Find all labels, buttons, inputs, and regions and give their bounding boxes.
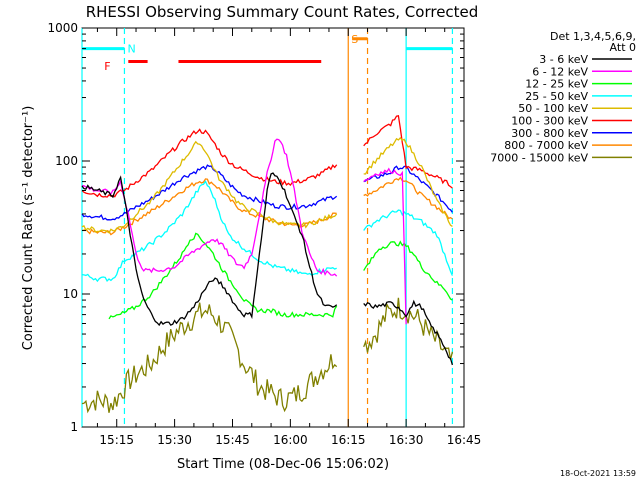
series-line-2 — [81, 138, 407, 325]
x-axis-label: Start Time (08-Dec-06 15:06:02) — [177, 457, 389, 472]
y-tick-label: 1 — [70, 420, 78, 434]
legend-label: 3 - 6 keV — [539, 53, 588, 66]
observing-flag-label: S — [351, 33, 358, 46]
y-axis-label: Corrected Count Rate (s⁻¹ detector⁻¹) — [21, 106, 36, 351]
legend-header-line-2: Att 0 — [610, 41, 636, 54]
y-tick-label: 100 — [55, 154, 78, 168]
series-line-7 — [81, 164, 453, 221]
series-line-5 — [81, 136, 453, 234]
y-tick-label: 10 — [63, 287, 78, 301]
generated-timestamp: 18-Oct-2021 13:59 — [560, 469, 636, 478]
series-line-6 — [81, 115, 453, 198]
axes-layer: 1 10 100 1000 15:15 15:30 15:45 16:00 16:15 16:30… — [47, 21, 481, 447]
legend-label: 25 - 50 keV — [525, 90, 588, 103]
legend-label: 300 - 800 keV — [511, 127, 588, 140]
legend-label: 50 - 100 keV — [518, 102, 588, 115]
series-layer — [81, 115, 454, 414]
x-tick-label: 16:15 — [331, 433, 366, 447]
x-tick-label: 15:30 — [157, 433, 192, 447]
legend-label: 800 - 7000 keV — [504, 139, 588, 152]
series-line-3 — [108, 232, 453, 320]
observing-flag-label: N — [127, 43, 135, 56]
legend-label: 6 - 12 keV — [532, 65, 588, 78]
x-tick-label: 16:00 — [273, 433, 308, 447]
series-line-8 — [81, 176, 453, 236]
series-line-1 — [81, 172, 454, 366]
legend-label: 7000 - 15000 keV — [490, 151, 588, 164]
legend-label: 100 - 300 keV — [511, 115, 588, 128]
x-tick-label: 16:30 — [389, 433, 424, 447]
x-tick-label: 15:15 — [99, 433, 134, 447]
series-line-9 — [81, 297, 454, 414]
x-tick-label: 15:45 — [215, 433, 250, 447]
annotation-layer: N F S — [81, 28, 454, 427]
legend-header-line-1: Det 1,3,4,5,6,9, — [550, 30, 636, 43]
x-tick-label: 16:45 — [447, 433, 482, 447]
observing-flag-label: F — [104, 60, 110, 73]
series-line-4 — [81, 180, 453, 283]
chart-title: RHESSI Observing Summary Count Rates, Co… — [86, 3, 479, 21]
y-tick-label: 1000 — [47, 21, 78, 35]
legend-label: 12 - 25 keV — [525, 78, 588, 91]
